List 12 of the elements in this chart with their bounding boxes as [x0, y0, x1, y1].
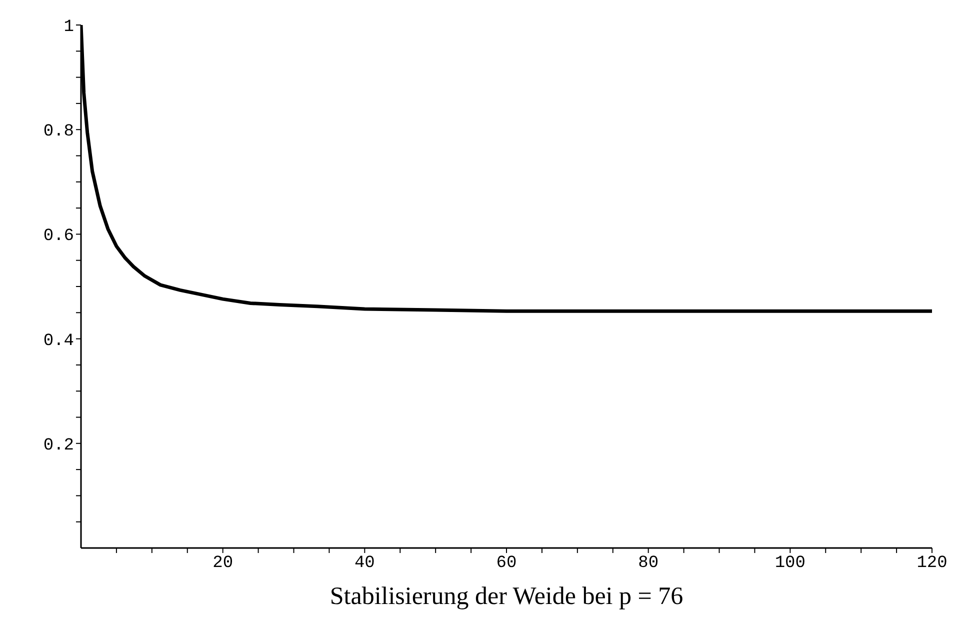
x-tick-label: 20	[212, 554, 234, 574]
x-tick-label: 40	[354, 554, 375, 574]
x-tick-label: 100	[774, 554, 806, 574]
x-tick-label: 60	[496, 554, 517, 574]
x-tick-label: 120	[916, 554, 948, 574]
y-tick-label: 0.6	[43, 227, 74, 246]
x-tick-label: 80	[638, 554, 659, 574]
y-tick-label: 0.4	[43, 332, 74, 351]
y-tick-label: 0.8	[43, 122, 74, 142]
y-tick-label: 1	[64, 18, 74, 38]
x-axis-title: Stabilisierung der Weide bei p = 76	[328, 583, 684, 611]
y-tick-label: 0.2	[43, 436, 74, 456]
